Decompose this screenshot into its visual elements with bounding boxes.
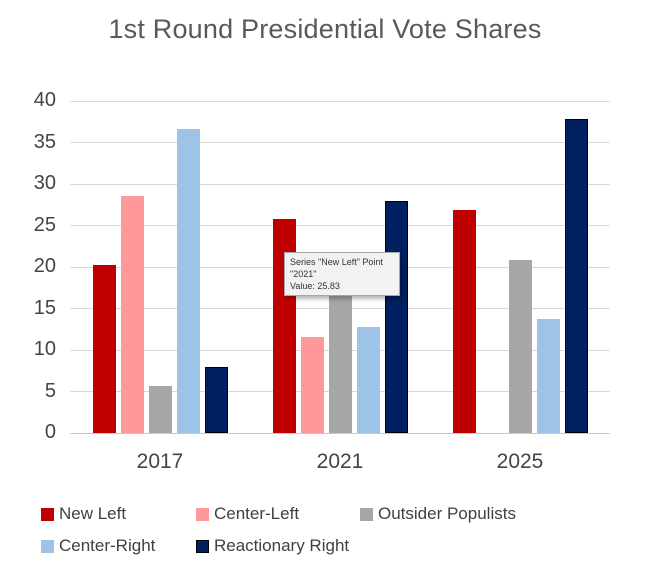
gridline-35 (70, 142, 610, 143)
legend-swatch-outsider-populists (360, 507, 373, 521)
gridline-25 (70, 225, 610, 226)
x-axis-tick-label-2017: 2017 (136, 450, 184, 473)
legend-label-reactionary-right: Reactionary Right (214, 536, 350, 555)
legend-item-reactionary-right[interactable]: Reactionary Right (196, 536, 350, 555)
gridline-0 (70, 432, 610, 434)
legend-label-outsider-populists: Outsider Populists (378, 504, 516, 523)
bar-outsider-populists-2021[interactable] (328, 263, 352, 433)
tooltip-value-line: Value: 25.83 (290, 281, 340, 291)
y-axis-tick-label-25: 25 (33, 213, 56, 236)
legend-label-new-left: New Left (59, 504, 127, 523)
bar-outsider-populists-2017[interactable] (148, 385, 172, 433)
legend-swatch-new-left (41, 507, 54, 521)
y-axis-tick-label-20: 20 (33, 255, 56, 277)
legend-item-center-right[interactable]: Center-Right (41, 536, 156, 555)
legend-item-new-left[interactable]: New Left (41, 504, 127, 523)
bar-reactionary-right-2017[interactable] (204, 367, 228, 433)
gridline-30 (70, 183, 610, 185)
bar-outsider-populists-2025[interactable] (508, 259, 532, 433)
bar-reactionary-right-2021[interactable] (384, 201, 408, 433)
x-axis-tick-label-2025: 2025 (496, 450, 544, 473)
tooltip: Series "New Left" Point "2021" Value: 25… (284, 252, 400, 296)
bar-center-right-2017[interactable] (176, 128, 200, 433)
x-axis-tick-label-2021: 2021 (316, 450, 364, 473)
tooltip-series-line: Series "New Left" Point "2021" (290, 257, 383, 279)
bar-new-left-2025[interactable] (452, 210, 476, 433)
bar-center-right-2021[interactable] (356, 326, 380, 433)
y-axis-tick-label-10: 10 (33, 338, 56, 360)
bar-reactionary-right-2025[interactable] (564, 118, 588, 433)
y-axis-tick-label-30: 30 (33, 172, 56, 194)
gridline-40 (70, 100, 610, 102)
legend-label-center-left: Center-Left (214, 504, 300, 523)
legend-swatch-center-left (196, 507, 209, 521)
legend-item-center-left[interactable]: Center-Left (196, 504, 300, 523)
legend-label-center-right: Center-Right (59, 536, 156, 555)
legend-swatch-center-right (41, 539, 54, 553)
bar-new-left-2021[interactable] (272, 218, 296, 433)
bar-center-left-2021[interactable] (300, 336, 324, 433)
bar-center-left-2017[interactable] (120, 195, 144, 433)
y-axis-tick-label-0: 0 (44, 421, 56, 443)
y-axis-tick-label-5: 5 (44, 379, 56, 402)
bar-new-left-2017[interactable] (92, 264, 116, 433)
y-axis-tick-label-40: 40 (33, 89, 56, 111)
y-axis-tick-label-35: 35 (33, 130, 56, 153)
bar-center-right-2025[interactable] (536, 319, 560, 433)
y-axis-tick-label-15: 15 (33, 296, 56, 319)
chart-title: 1st Round Presidential Vote Shares (108, 14, 542, 44)
legend-swatch-reactionary-right (196, 539, 209, 553)
legend-item-outsider-populists[interactable]: Outsider Populists (360, 504, 516, 523)
